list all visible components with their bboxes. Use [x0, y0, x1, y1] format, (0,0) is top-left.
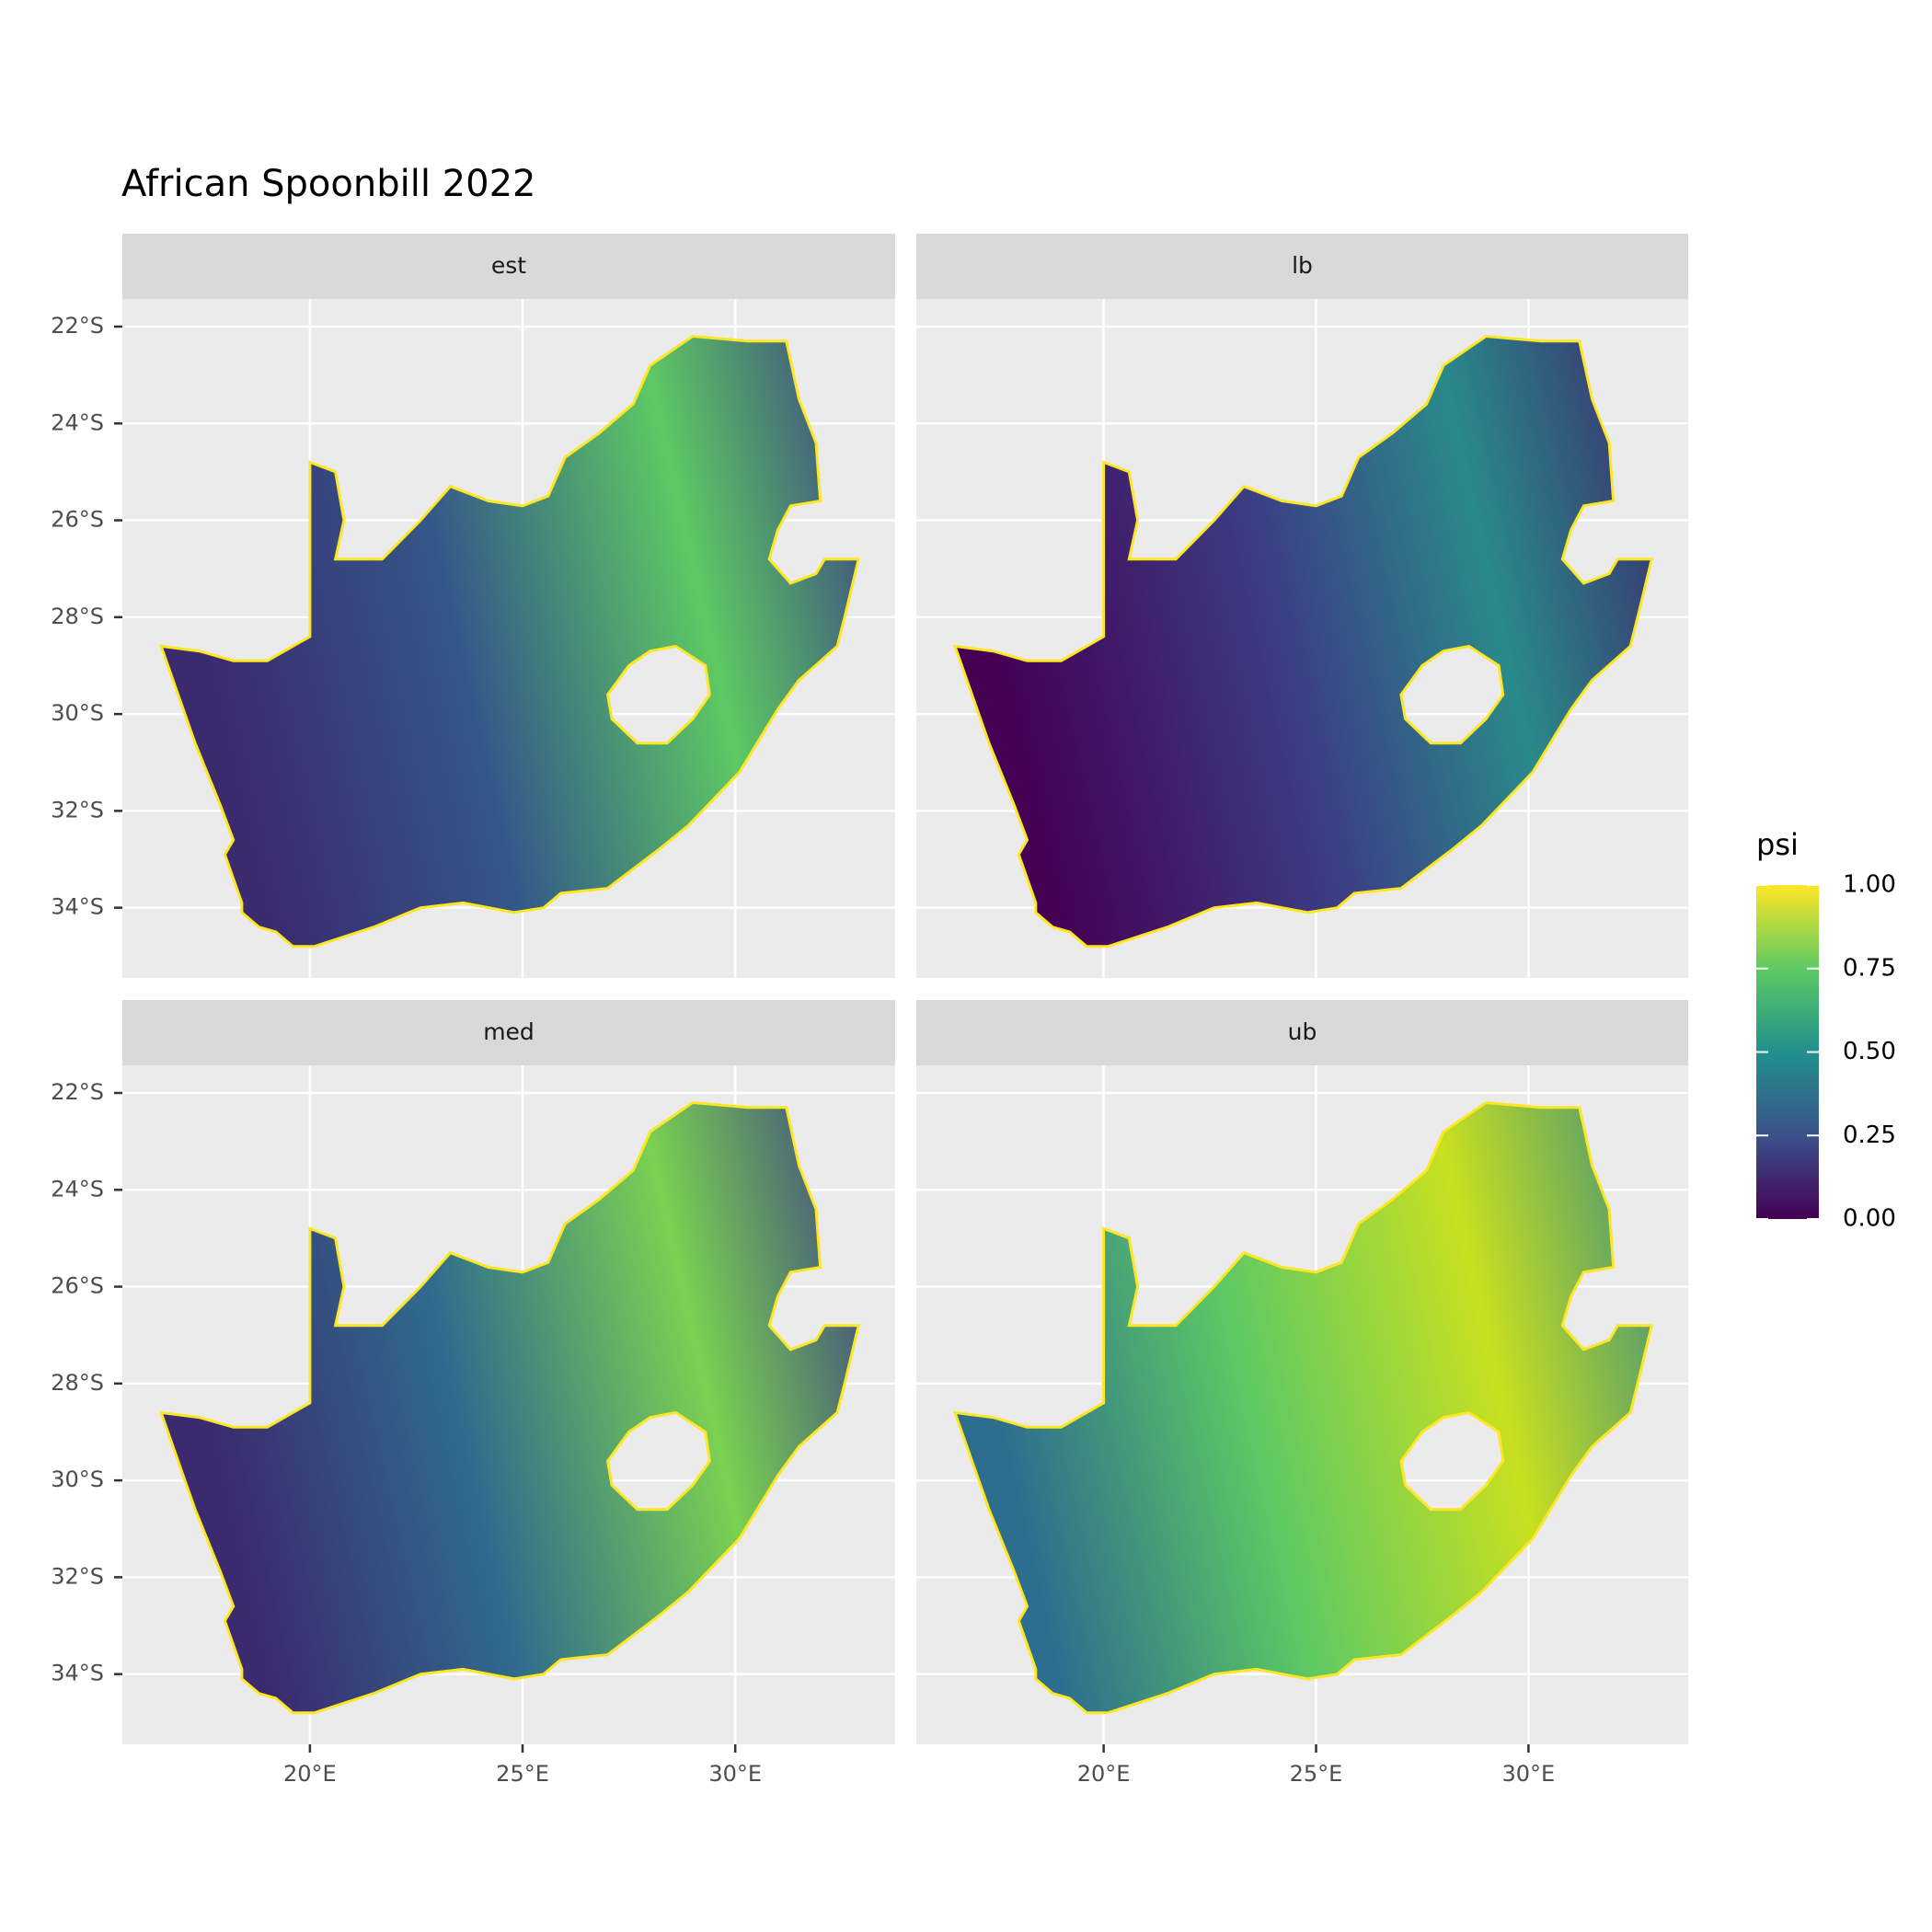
- x-tick-label: 30°E: [708, 1761, 762, 1787]
- x-tick-label: 20°E: [283, 1761, 337, 1787]
- strip-label: ub: [1288, 1018, 1317, 1045]
- strip-label: est: [491, 252, 526, 279]
- y-tick-label: 32°S: [51, 1563, 104, 1589]
- y-tick-label: 34°S: [51, 1661, 104, 1686]
- strip: [916, 234, 1688, 299]
- x-tick-label: 30°E: [1502, 1761, 1556, 1787]
- strip: [916, 1000, 1688, 1065]
- y-tick-label: 28°S: [51, 1370, 104, 1396]
- legend-label: 1.00: [1843, 871, 1896, 899]
- strip-label: med: [483, 1018, 535, 1045]
- strip-label: lb: [1292, 252, 1313, 279]
- map-region: [952, 1100, 1654, 1715]
- legend-label: 0.50: [1843, 1038, 1896, 1065]
- y-tick-label: 30°S: [51, 700, 104, 726]
- y-tick-label: 22°S: [51, 313, 104, 339]
- x-tick-label: 25°E: [496, 1761, 549, 1787]
- y-tick-label: 32°S: [51, 797, 104, 822]
- strip: [122, 234, 895, 299]
- y-tick-label: 26°S: [51, 1273, 104, 1299]
- y-tick-label: 26°S: [51, 507, 104, 533]
- y-tick-label: 30°S: [51, 1466, 104, 1492]
- map-region: [952, 334, 1654, 949]
- y-tick-label: 22°S: [51, 1079, 104, 1105]
- y-tick-label: 28°S: [51, 604, 104, 629]
- legend-label: 0.00: [1843, 1205, 1896, 1233]
- x-tick-label: 25°E: [1290, 1761, 1343, 1787]
- legend-title: psi: [1756, 827, 1799, 862]
- y-tick-label: 24°S: [51, 409, 104, 435]
- legend-label: 0.75: [1843, 954, 1896, 982]
- y-tick-label: 34°S: [51, 894, 104, 920]
- x-tick-label: 20°E: [1077, 1761, 1131, 1787]
- legend-label: 0.25: [1843, 1121, 1896, 1149]
- chart-title: African Spoonbill 2022: [121, 163, 535, 205]
- strip: [122, 1000, 895, 1065]
- map-region: [158, 334, 861, 949]
- map-region: [158, 1100, 861, 1715]
- y-tick-label: 24°S: [51, 1176, 104, 1202]
